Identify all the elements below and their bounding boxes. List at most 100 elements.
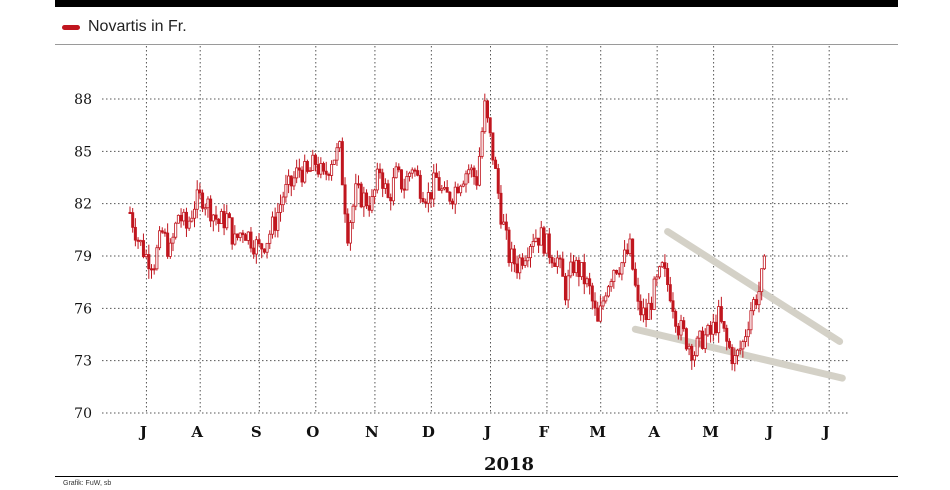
y-tick-79: 79 [74, 249, 92, 265]
candle [257, 233, 261, 247]
candle-body [222, 211, 226, 229]
candle [319, 157, 323, 179]
candle-body [760, 268, 764, 293]
candle-body [542, 227, 546, 254]
candle [733, 347, 737, 372]
candle-body [655, 276, 659, 280]
candle-body [582, 262, 586, 285]
candle-body [198, 189, 202, 194]
candle [168, 238, 172, 259]
candle [442, 181, 446, 191]
candle-body [539, 227, 543, 246]
candle-body [512, 248, 516, 265]
candle [539, 220, 543, 246]
candle-body [609, 281, 613, 288]
candle-body [322, 163, 326, 172]
candle-body [727, 340, 731, 348]
candle [666, 262, 670, 292]
candle-body [744, 336, 748, 342]
candle [270, 211, 274, 239]
top-bar [55, 0, 898, 7]
candle [469, 164, 473, 178]
candle-body [236, 233, 240, 238]
candle [389, 193, 393, 211]
candle [534, 229, 538, 243]
candle [676, 323, 680, 340]
candle [752, 296, 756, 316]
candle-body [359, 183, 363, 208]
candle [174, 221, 178, 240]
candle [405, 170, 409, 191]
candle [537, 237, 541, 253]
candle-body [150, 268, 154, 271]
candle [203, 203, 207, 216]
candle-body [292, 177, 296, 187]
candle-body [598, 305, 602, 322]
candle [394, 162, 398, 179]
candle [609, 278, 613, 292]
candle [201, 189, 205, 213]
candle-body [588, 278, 592, 287]
candle [553, 257, 557, 267]
candle [598, 295, 602, 323]
candle [480, 127, 484, 159]
candle [219, 208, 223, 225]
candle [674, 309, 678, 333]
candle [373, 188, 377, 204]
candle [547, 228, 551, 264]
candle [222, 204, 226, 236]
candle [757, 281, 761, 313]
candle-body [733, 355, 737, 365]
candle-body [687, 345, 691, 350]
x-tick-11: J [764, 423, 773, 441]
candle [198, 183, 202, 199]
candle-body [684, 328, 688, 350]
candle [295, 159, 299, 184]
candle-body [219, 211, 223, 225]
candle [244, 232, 248, 241]
candle-body [139, 240, 143, 243]
candle-body [405, 176, 409, 191]
candle-body [187, 220, 191, 229]
candle-body [362, 192, 366, 208]
candle [727, 338, 731, 349]
candle [529, 243, 533, 268]
candle [499, 185, 503, 229]
candle-body [692, 355, 696, 361]
candle [682, 316, 686, 332]
candle-body [585, 278, 589, 285]
candle-body [343, 184, 347, 215]
candle [604, 292, 608, 304]
candle-body [356, 183, 360, 186]
candle [324, 161, 328, 181]
candle [725, 324, 729, 351]
candle [606, 284, 610, 298]
candle [722, 321, 726, 332]
candle [179, 208, 183, 228]
candle [246, 231, 250, 245]
candle [429, 192, 433, 208]
candle-body [617, 272, 621, 275]
candle-body [601, 300, 605, 307]
candle-body [440, 188, 444, 191]
candle [195, 180, 199, 219]
candle-body [131, 212, 135, 228]
candle-body [394, 166, 398, 179]
candle [268, 230, 272, 249]
candle-body [574, 259, 578, 274]
candle-body [214, 214, 218, 220]
y-tick-76: 76 [74, 301, 92, 317]
candle [475, 170, 479, 190]
candle-body [190, 217, 194, 222]
candle [254, 236, 258, 264]
candle [155, 244, 159, 271]
candle-body [308, 170, 312, 173]
candle-body [467, 169, 471, 175]
candle [335, 142, 339, 166]
candle-body [518, 257, 522, 274]
candle-body [335, 147, 339, 161]
candle [459, 184, 463, 197]
candle [623, 240, 627, 267]
candle-body [757, 291, 761, 306]
candle [367, 196, 371, 217]
